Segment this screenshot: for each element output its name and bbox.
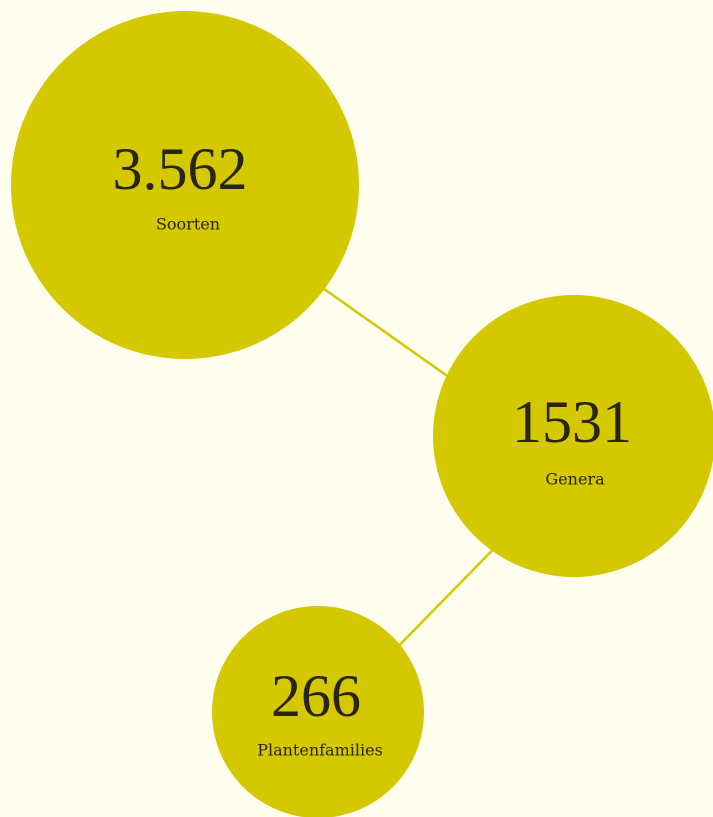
stat-circle	[11, 11, 359, 359]
stat-circle	[212, 606, 424, 817]
stat-label: Genera	[545, 470, 605, 489]
connector	[299, 270, 471, 394]
stat-value: 3.562	[113, 136, 248, 202]
stat-label: Soorten	[156, 215, 220, 234]
stat-circle	[433, 295, 713, 577]
stat-value: 1531	[512, 389, 632, 455]
stat-label: Plantenfamilies	[257, 741, 383, 760]
stat-value: 266	[271, 663, 361, 729]
